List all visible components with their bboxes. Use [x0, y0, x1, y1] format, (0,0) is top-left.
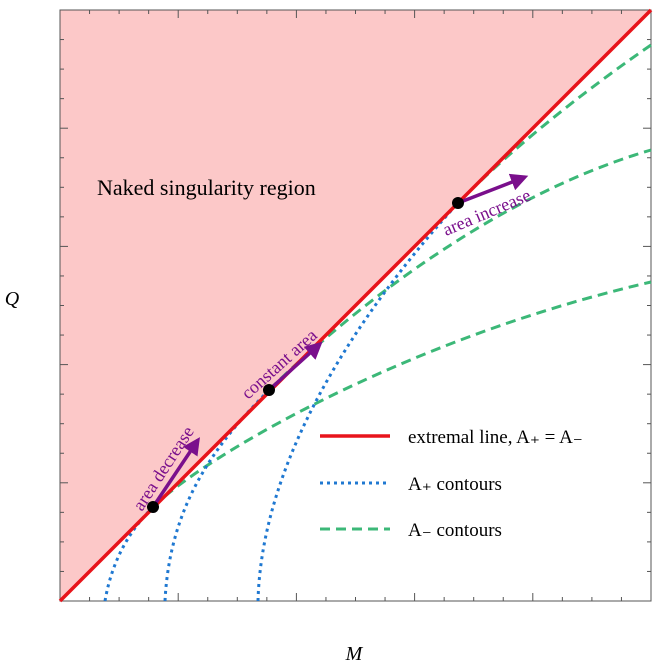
a-plus-curve: [256, 201, 460, 602]
point: [147, 501, 159, 513]
a-plus-curve: [163, 388, 271, 602]
a-plus-curve: [103, 505, 155, 602]
legend-label: A₊ contours: [408, 474, 502, 495]
legend-label: A₋ contours: [408, 520, 502, 541]
arrow: [457, 173, 529, 205]
points: [147, 197, 464, 513]
extremal-line: [58, 8, 653, 603]
x-axis-label: M: [345, 643, 364, 665]
arrows: [151, 173, 529, 508]
a-minus-curve: [151, 280, 652, 509]
legend: extremal line, A₊ = A₋ A₊ contours A₋ co…: [320, 427, 583, 541]
ticks: [60, 10, 651, 601]
arrow: [267, 341, 323, 392]
point: [452, 197, 464, 209]
point: [263, 384, 275, 396]
a-plus-contours: [103, 201, 460, 602]
arrow: [151, 437, 200, 508]
legend-label: extremal line, A₊ = A₋: [408, 427, 583, 448]
y-axis-label: Q: [5, 288, 20, 310]
region-label: Naked singularity region: [97, 175, 316, 200]
frame: [59, 9, 652, 602]
